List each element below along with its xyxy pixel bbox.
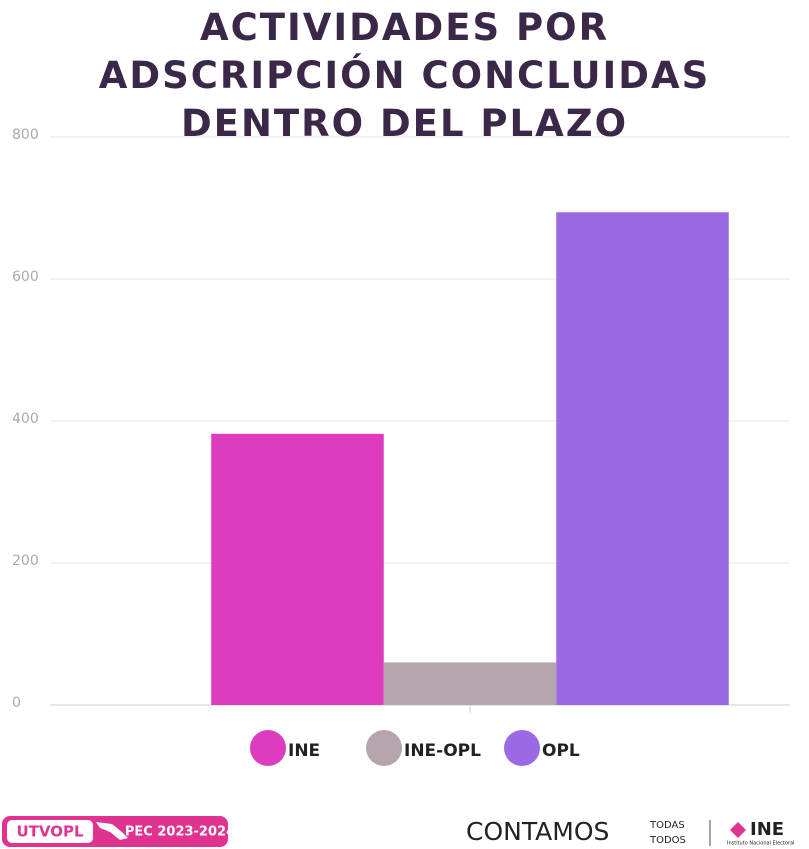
logo-icon — [730, 822, 746, 838]
bar — [211, 433, 384, 705]
slogan: CONTAMOS — [466, 817, 609, 846]
legend-label: INE — [288, 741, 320, 761]
badge-process: PEC 2023-2024 — [125, 825, 235, 840]
y-tick-label: 400 — [12, 411, 39, 427]
y-tick-label: 800 — [12, 127, 39, 143]
y-tick-label: 200 — [12, 553, 39, 569]
logo: INE — [750, 819, 784, 840]
slogan-top: TODAS — [649, 820, 685, 831]
legend-label: INE-OPL — [404, 741, 481, 761]
legend-swatch — [504, 730, 540, 766]
y-tick-label: 0 — [12, 695, 21, 711]
legend-label: OPL — [542, 741, 580, 761]
y-tick-label: 600 — [12, 269, 39, 285]
badge-text: UTVOPL — [16, 823, 84, 841]
map-icon — [96, 822, 128, 840]
legend-swatch — [366, 730, 402, 766]
badge-inner — [7, 820, 93, 843]
chart-title: ACTIVIDADES POR ADSCRIPCIÓN CONCLUIDAS D… — [98, 6, 711, 145]
slogan-bottom: TODOS — [649, 835, 686, 846]
bar — [383, 662, 557, 705]
legend-swatch — [250, 730, 286, 766]
logo-sub: Instituto Nacional Electoral — [727, 841, 794, 847]
bar — [556, 212, 729, 705]
